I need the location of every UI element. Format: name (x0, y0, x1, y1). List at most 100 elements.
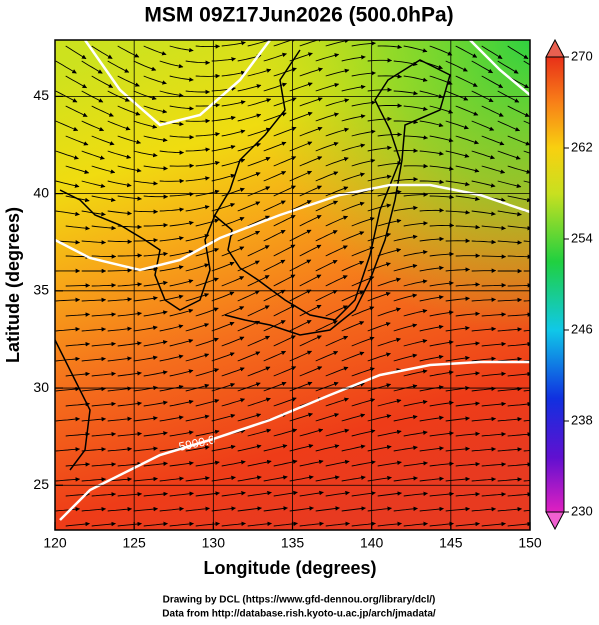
streamline (221, 521, 246, 527)
streamline (507, 492, 530, 497)
streamline (185, 147, 211, 152)
streamline (81, 180, 106, 188)
streamline (55, 477, 81, 482)
streamline (523, 480, 530, 482)
streamline (81, 506, 107, 512)
streamline (81, 327, 107, 332)
streamline (507, 341, 530, 347)
streamline (273, 490, 298, 497)
streamline (481, 105, 504, 117)
streamline (341, 201, 365, 212)
streamline (445, 476, 471, 482)
streamline (81, 240, 107, 245)
streamline (289, 289, 312, 302)
streamline (247, 98, 272, 107)
y-tick-label: 25 (33, 476, 49, 492)
streamline (91, 401, 116, 407)
streamline (169, 521, 194, 527)
streamline (159, 90, 184, 98)
streamline (169, 338, 194, 347)
streamline (393, 90, 418, 96)
streamline (445, 416, 470, 422)
streamline (195, 398, 220, 407)
streamline (445, 296, 470, 302)
streamline (523, 150, 530, 154)
streamline (325, 215, 349, 227)
streamline (237, 290, 260, 302)
streamline (377, 398, 402, 407)
streamline (523, 389, 530, 392)
streamline (117, 401, 142, 407)
streamline (289, 111, 313, 122)
streamline (393, 177, 419, 182)
streamline (65, 225, 90, 231)
streamline (65, 283, 91, 288)
streamline (403, 221, 428, 227)
streamline (419, 208, 445, 213)
streamline (325, 428, 350, 437)
colorbar-tick-label: 230 (571, 503, 593, 518)
streamline (429, 400, 454, 407)
streamline (403, 45, 428, 53)
streamline (481, 492, 507, 497)
streamline (445, 325, 470, 332)
streamline (315, 444, 340, 452)
streamline (341, 475, 366, 482)
y-axis-label: Latitude (degrees) (3, 207, 23, 363)
streamline (507, 283, 530, 288)
streamline (507, 371, 530, 377)
streamline (351, 246, 375, 257)
streamline (133, 416, 158, 422)
streamline (377, 337, 401, 347)
streamline (471, 356, 496, 362)
streamline (325, 245, 348, 257)
streamline (117, 311, 142, 317)
streamline (133, 325, 158, 332)
streamline (107, 239, 133, 244)
streamline (263, 259, 286, 272)
streamline (169, 249, 194, 257)
streamline (289, 141, 313, 152)
streamline (169, 163, 195, 169)
streamline (429, 45, 453, 56)
streamline (211, 382, 236, 392)
streamline (273, 244, 296, 257)
streamline (159, 476, 184, 482)
streamline (455, 45, 478, 58)
streamline (393, 323, 418, 332)
streamline (351, 367, 375, 377)
streamline (455, 311, 480, 317)
streamline (91, 135, 115, 146)
streamline (455, 431, 480, 437)
streamline (185, 234, 210, 242)
streamline (403, 279, 428, 287)
streamline (351, 429, 376, 437)
streamline (221, 460, 246, 467)
streamline (117, 521, 142, 527)
streamline (403, 339, 428, 347)
streamline (455, 165, 480, 173)
streamline (403, 192, 429, 197)
streamline (315, 200, 339, 212)
streamline (91, 105, 114, 117)
streamline (507, 225, 530, 231)
streamline (299, 185, 322, 197)
streamline (143, 461, 168, 467)
streamline (211, 352, 235, 362)
streamline (289, 259, 312, 272)
streamline (159, 384, 184, 392)
streamline (299, 304, 322, 317)
streamline (351, 129, 376, 137)
streamline (91, 492, 117, 497)
streamline (351, 398, 376, 407)
streamline (185, 445, 210, 452)
streamline (195, 491, 220, 497)
streamline (341, 290, 365, 302)
streamline (107, 268, 133, 273)
streamline (403, 135, 429, 140)
streamline (247, 40, 272, 47)
streamline (221, 70, 246, 77)
x-tick-label: 140 (360, 535, 384, 551)
streamline (507, 105, 530, 117)
